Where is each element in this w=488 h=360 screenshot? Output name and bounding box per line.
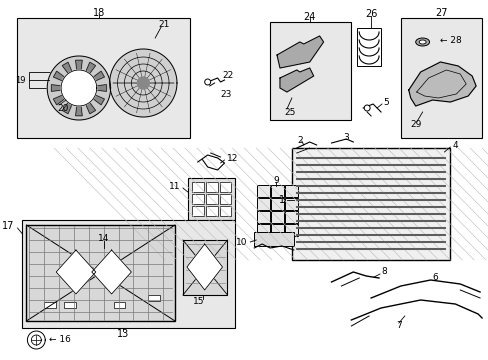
Text: 13: 13 (117, 329, 129, 339)
Bar (270, 185, 284, 197)
Polygon shape (137, 77, 149, 89)
Polygon shape (47, 56, 110, 120)
Bar (254, 232, 293, 246)
Text: 23: 23 (220, 90, 231, 99)
Bar (269, 22, 350, 120)
Text: 20: 20 (57, 104, 68, 113)
Bar (285, 224, 297, 236)
Text: 29: 29 (410, 120, 421, 129)
Polygon shape (280, 68, 313, 92)
Bar (285, 211, 297, 223)
Polygon shape (53, 95, 64, 105)
Text: 21: 21 (158, 19, 169, 28)
Bar (191, 194, 203, 204)
Bar (291, 148, 449, 260)
Text: 5: 5 (382, 98, 388, 107)
Bar (29, 72, 51, 88)
Bar (205, 182, 217, 192)
Bar (17, 18, 189, 138)
Polygon shape (61, 70, 97, 106)
Text: 22: 22 (222, 71, 233, 80)
Text: 19: 19 (15, 76, 25, 85)
Text: 12: 12 (226, 153, 237, 162)
Polygon shape (62, 62, 72, 73)
Polygon shape (408, 62, 475, 106)
Bar (148, 295, 160, 301)
Polygon shape (56, 250, 96, 294)
Bar (22, 220, 235, 328)
Bar (270, 224, 284, 236)
Text: 26: 26 (364, 9, 377, 19)
Bar (205, 206, 217, 216)
Polygon shape (62, 102, 72, 114)
Text: 18: 18 (92, 8, 104, 18)
Text: 3: 3 (343, 132, 348, 141)
Bar (257, 224, 269, 236)
Text: 4: 4 (451, 140, 457, 149)
Bar (270, 211, 284, 223)
Text: 11: 11 (169, 181, 181, 190)
Polygon shape (93, 95, 104, 105)
Polygon shape (97, 85, 106, 91)
Text: 9: 9 (273, 176, 278, 185)
Text: 7: 7 (395, 321, 401, 330)
Bar (285, 198, 297, 210)
Polygon shape (186, 244, 222, 290)
Circle shape (364, 105, 369, 111)
Text: 8: 8 (380, 267, 386, 276)
Bar (205, 194, 217, 204)
Bar (64, 302, 76, 308)
Text: 1: 1 (278, 195, 285, 205)
Polygon shape (53, 71, 64, 81)
Bar (44, 302, 56, 308)
Bar (113, 302, 125, 308)
Text: 25: 25 (284, 108, 295, 117)
Bar (257, 211, 269, 223)
Polygon shape (51, 85, 61, 91)
Circle shape (204, 79, 210, 85)
Bar (219, 194, 231, 204)
Bar (270, 198, 284, 210)
Bar (219, 206, 231, 216)
Text: 6: 6 (432, 274, 437, 283)
Text: 24: 24 (303, 12, 315, 22)
Text: 2: 2 (297, 135, 303, 144)
Bar (357, 28, 380, 66)
Ellipse shape (418, 40, 425, 44)
Polygon shape (277, 36, 323, 68)
Bar (191, 182, 203, 192)
Bar (257, 198, 269, 210)
Bar (187, 178, 235, 220)
Polygon shape (86, 102, 95, 114)
Ellipse shape (415, 38, 428, 46)
Text: 15: 15 (193, 297, 204, 306)
Bar (183, 240, 227, 295)
Text: ← 28: ← 28 (440, 36, 461, 45)
Polygon shape (92, 250, 131, 294)
Bar (400, 18, 481, 138)
Polygon shape (76, 60, 82, 70)
Bar (257, 185, 269, 197)
Polygon shape (76, 106, 82, 116)
Polygon shape (93, 71, 104, 81)
Bar (191, 206, 203, 216)
Bar (285, 185, 297, 197)
Text: 27: 27 (434, 8, 447, 18)
Polygon shape (109, 49, 177, 117)
Text: 10: 10 (235, 238, 247, 247)
Text: ← 16: ← 16 (49, 336, 71, 345)
Polygon shape (86, 62, 95, 73)
Text: 14: 14 (98, 234, 109, 243)
Text: 17: 17 (2, 221, 15, 231)
Bar (26, 225, 175, 321)
Bar (219, 182, 231, 192)
